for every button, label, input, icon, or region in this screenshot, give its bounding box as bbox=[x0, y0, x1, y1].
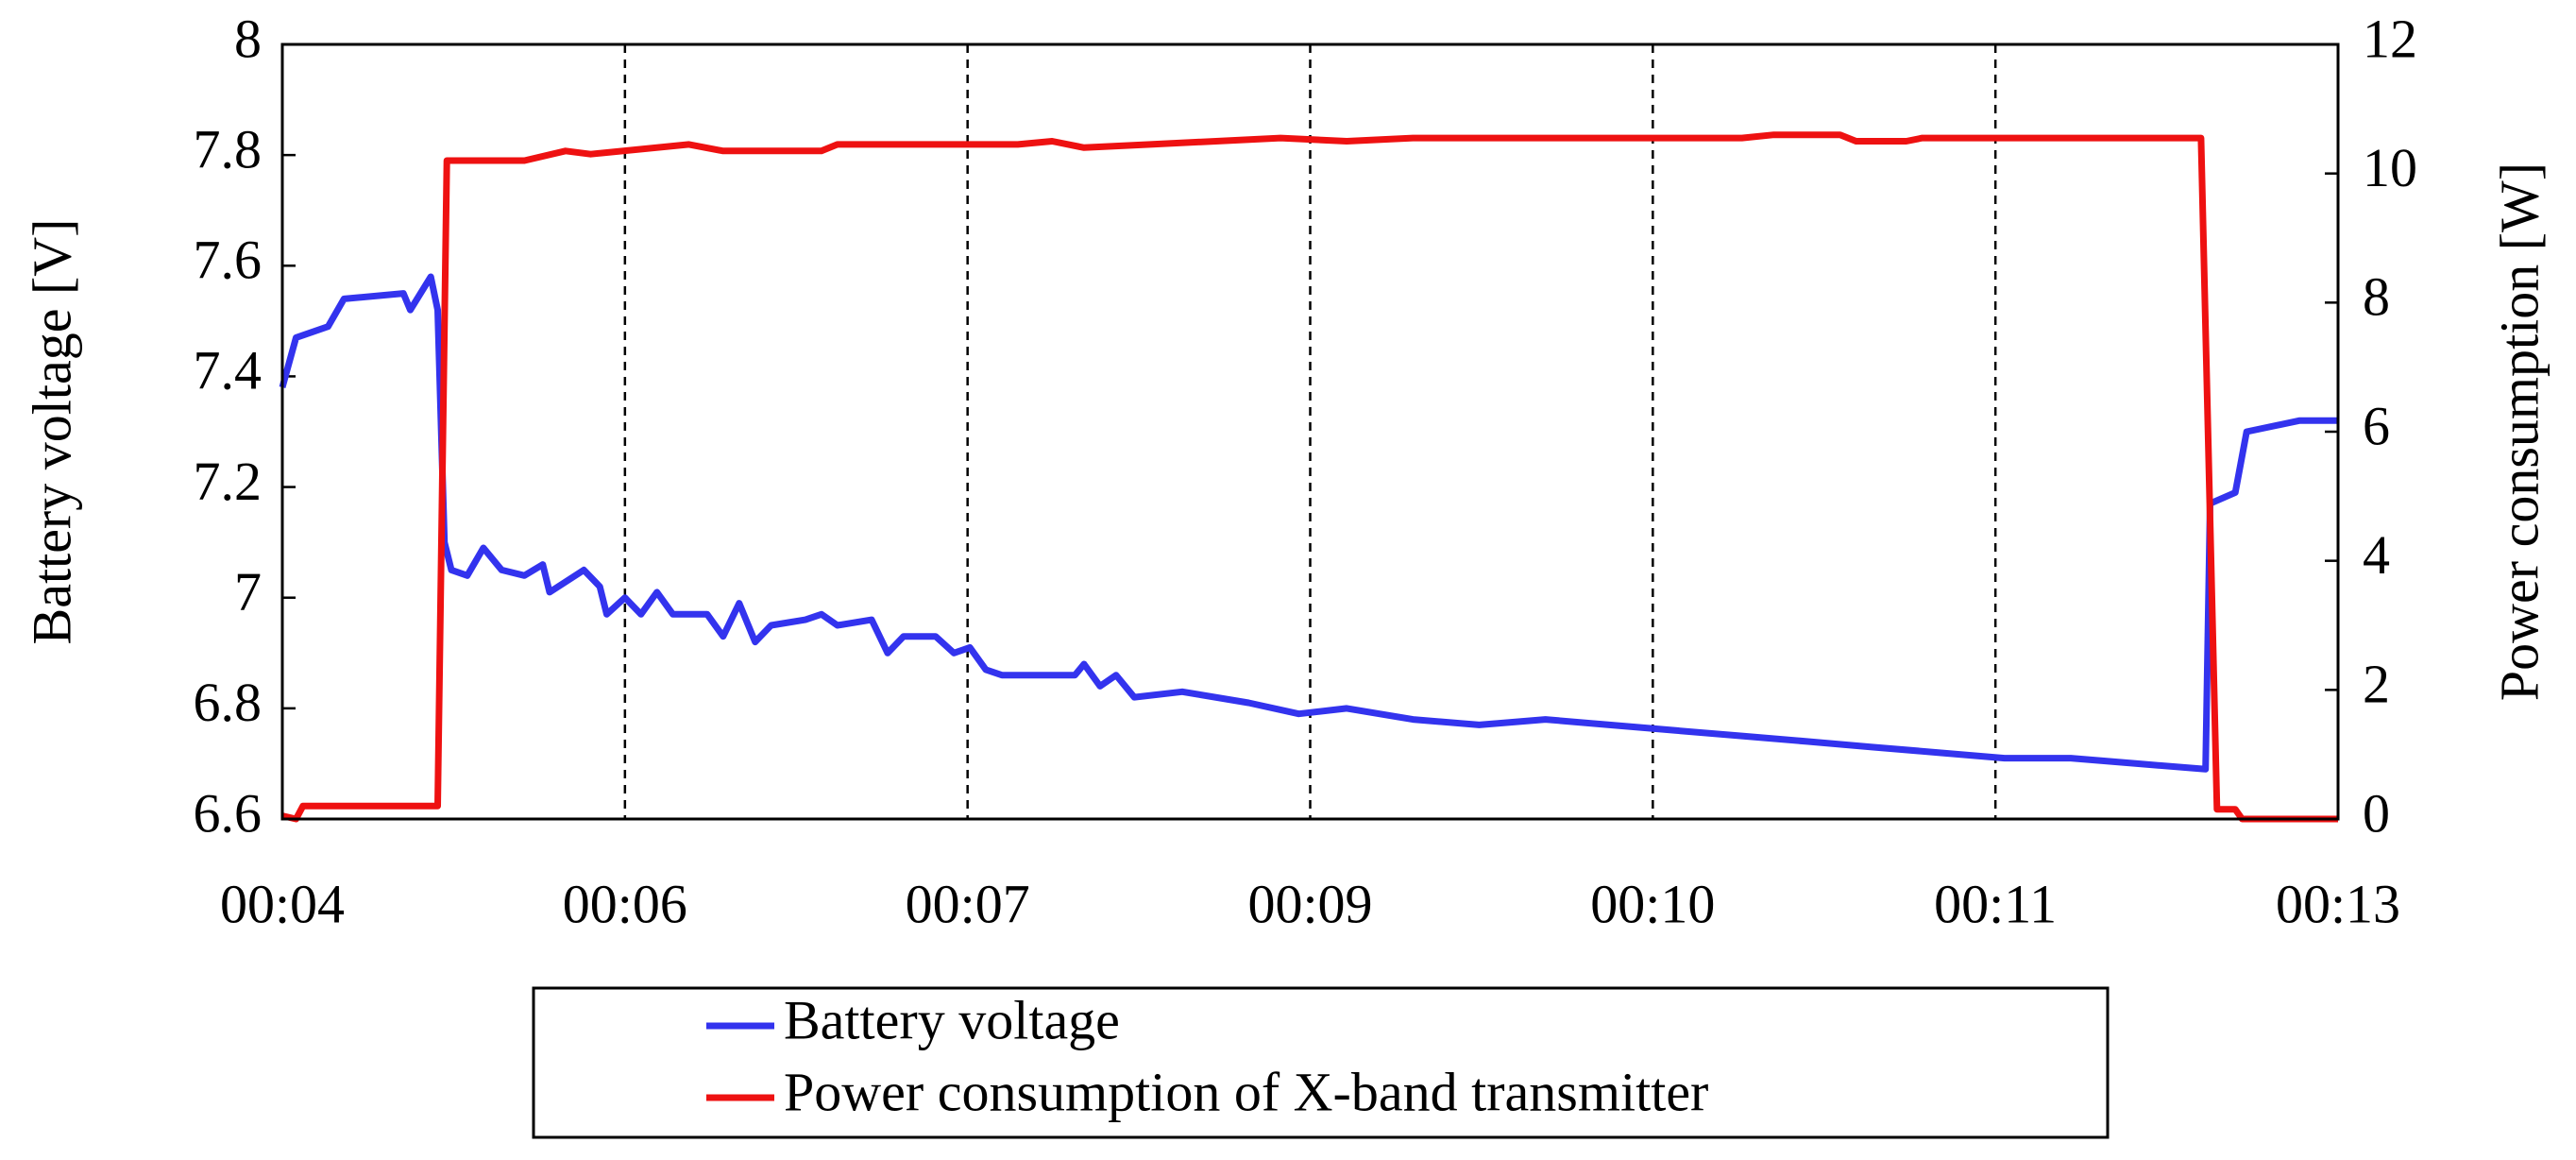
x-tick-label: 00:13 bbox=[2276, 873, 2400, 934]
y-tick-label: 7.6 bbox=[194, 230, 263, 291]
legend-label: Battery voltage bbox=[784, 989, 1120, 1050]
y2-tick-label: 8 bbox=[2363, 266, 2390, 328]
y2-tick-label: 12 bbox=[2363, 8, 2417, 69]
data-line bbox=[281, 131, 2338, 823]
y2-tick-label: 0 bbox=[2363, 782, 2390, 844]
y-tick-label: 8 bbox=[234, 8, 262, 69]
y2-tick-label: 2 bbox=[2363, 654, 2390, 715]
plot-frame bbox=[280, 43, 2340, 821]
y-tick-label: 6.8 bbox=[194, 672, 263, 733]
y-tick-label: 7.8 bbox=[194, 118, 263, 179]
x-tick-label: 00:06 bbox=[563, 873, 687, 934]
legend-box bbox=[532, 986, 2110, 1139]
data-line bbox=[279, 273, 2338, 773]
y-tick-label: 7 bbox=[234, 561, 262, 623]
x-tick-label: 00:04 bbox=[220, 873, 345, 934]
y2-tick-label: 6 bbox=[2363, 395, 2390, 456]
y2-axis-label: Power consumption [W] bbox=[2488, 162, 2550, 701]
legend-label: Power consumption of X-band transmitter bbox=[784, 1061, 1708, 1122]
x-tick-label: 00:07 bbox=[906, 873, 1030, 934]
x-tick-label: 00:09 bbox=[1247, 873, 1372, 934]
x-tick-label: 00:10 bbox=[1590, 873, 1715, 934]
y-tick-label: 7.2 bbox=[194, 451, 263, 512]
y-axis-label: Battery voltage [V] bbox=[21, 219, 82, 645]
x-tick-label: 00:11 bbox=[1934, 873, 2057, 934]
y-tick-label: 7.4 bbox=[194, 340, 263, 401]
y2-tick-label: 10 bbox=[2363, 137, 2417, 198]
y2-tick-label: 4 bbox=[2363, 524, 2390, 586]
y-tick-label: 6.6 bbox=[194, 782, 263, 844]
